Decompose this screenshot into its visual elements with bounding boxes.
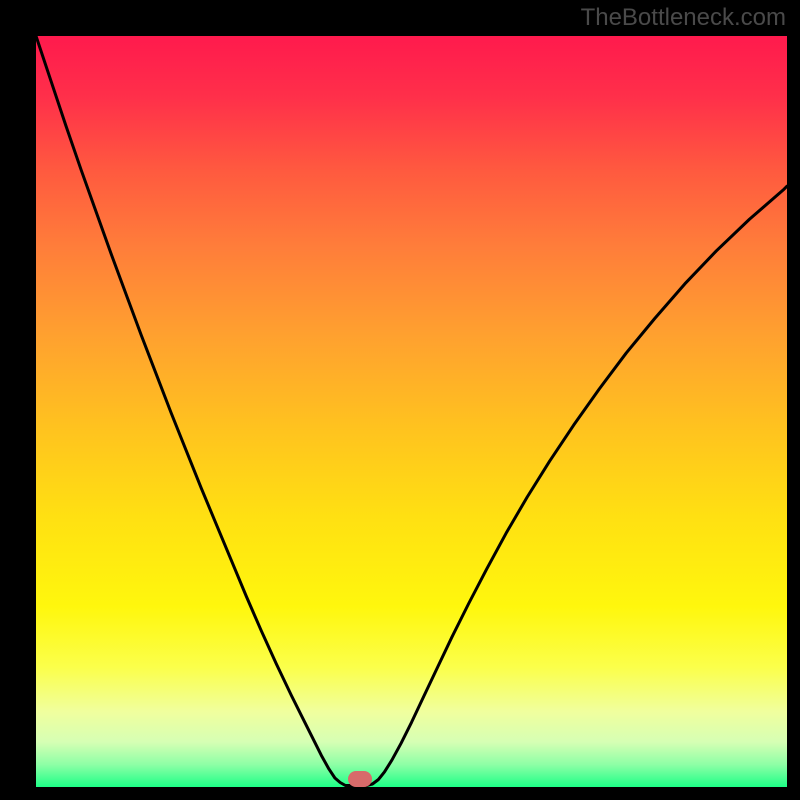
border-left bbox=[0, 0, 36, 800]
watermark-text: TheBottleneck.com bbox=[581, 4, 786, 32]
plot-area bbox=[36, 36, 787, 787]
curve-path bbox=[36, 36, 787, 786]
border-bottom bbox=[0, 787, 800, 800]
border-right bbox=[787, 0, 800, 800]
optimal-point-marker bbox=[348, 771, 372, 787]
chart-container: TheBottleneck.com bbox=[0, 0, 800, 800]
bottleneck-curve bbox=[36, 36, 787, 787]
